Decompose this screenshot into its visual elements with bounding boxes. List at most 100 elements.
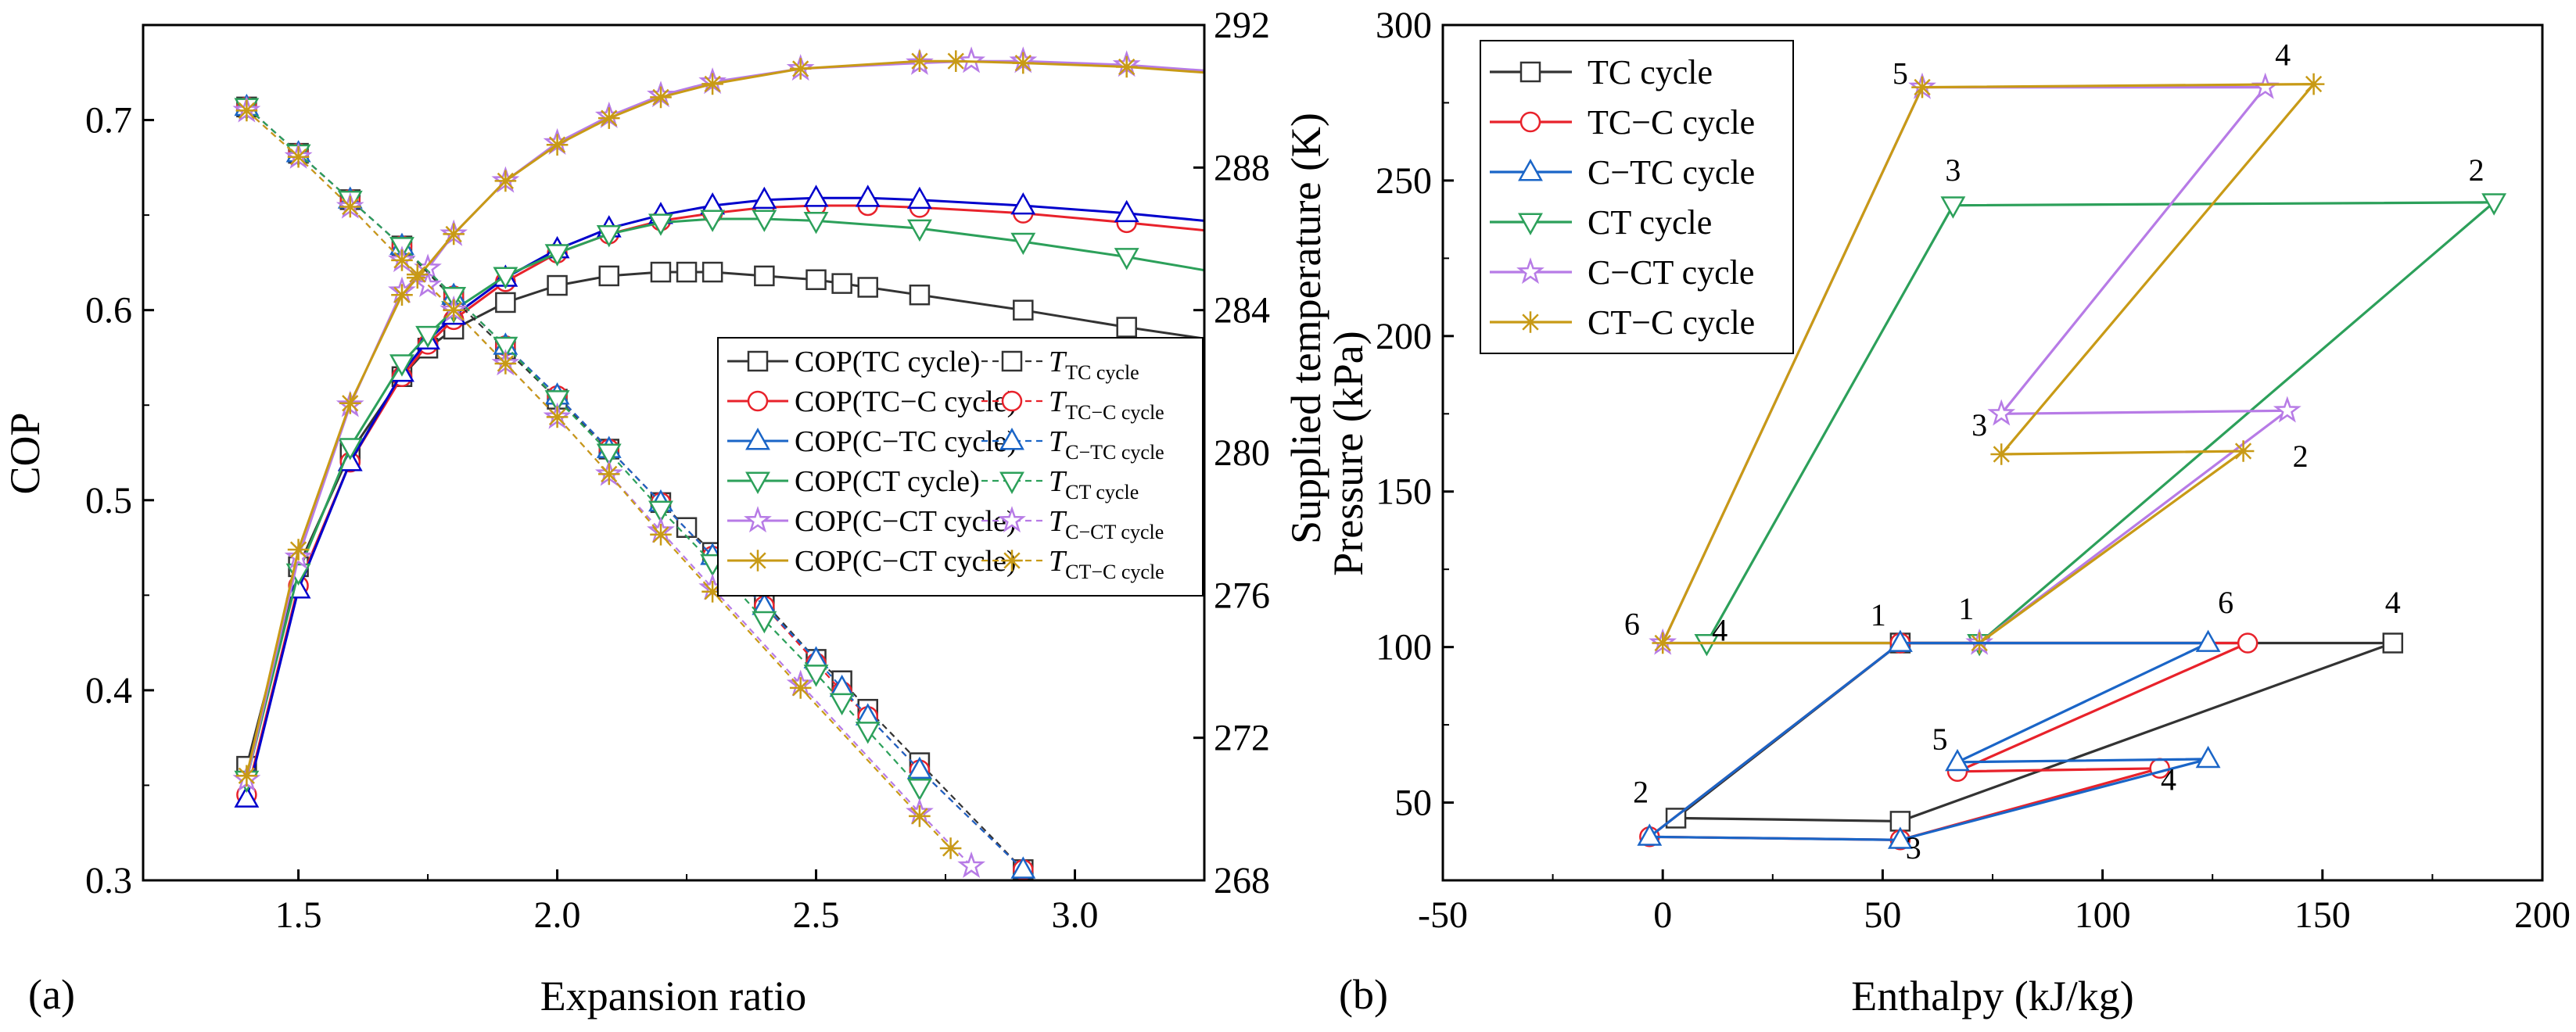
legend-label: TCT cycle (1049, 465, 1139, 503)
legend-marker (1001, 350, 1023, 372)
legend-entry: COP(TC cycle) (727, 346, 980, 378)
legend-marker (1519, 61, 1541, 83)
data-point (1116, 317, 1137, 338)
data-point (805, 269, 827, 291)
legend-marker (747, 550, 769, 572)
panel-a: 1.5 2.0 2.5 3.0 0.3 0.4 0.5 0.6 0.7 268 272 276 28… (2, 5, 1329, 1019)
legend-marker (1519, 111, 1541, 133)
cycle-CT (1694, 193, 2507, 657)
panel-a-y2-label: Supplied temperature (K) (1283, 113, 1329, 544)
legend-label: TC cycle (1588, 53, 1713, 91)
state-point (1940, 196, 1966, 219)
panel-b-series (1637, 72, 2507, 851)
state-label: 5 (1893, 56, 1908, 91)
data-point (339, 195, 361, 218)
legend-label: COP(TC cycle) (795, 346, 980, 378)
data-point (754, 265, 775, 287)
state-point (2273, 396, 2302, 423)
data-point (1010, 232, 1036, 256)
panel-b: -50 0 50 100 150 200 50 100 150 200 250 300 1 2 3 4 5 6… (1325, 5, 2571, 1019)
data-point (650, 261, 672, 283)
data-point (495, 292, 516, 314)
state-point (1887, 629, 1913, 652)
legend-entry: TCT cycle (981, 465, 1139, 503)
state-label: 2 (1633, 775, 1649, 810)
y2-tick-label: 268 (1214, 860, 1270, 901)
legend-marker (745, 428, 770, 450)
state-label: 4 (2275, 38, 2291, 73)
legend-entry: CT−C cycle (1490, 303, 1755, 342)
data-point (494, 170, 517, 192)
legend-label: COP(C−CT cycle) (795, 505, 1017, 538)
legend-marker (998, 506, 1026, 533)
y-tick-label: 300 (1376, 5, 1432, 46)
legend-entry: COP(C−TC cycle) (727, 425, 1017, 458)
x-tick-label: 100 (2075, 894, 2131, 936)
panel-a-tag: (a) (28, 971, 75, 1018)
data-point (803, 185, 829, 207)
data-point (407, 263, 429, 285)
data-point (789, 58, 812, 80)
legend-entry: TTC cycle (981, 346, 1139, 384)
state-label: 6 (2218, 585, 2233, 620)
legend-marker (999, 471, 1024, 494)
state-point (1637, 823, 1663, 846)
legend-marker (999, 428, 1024, 450)
data-point (1010, 856, 1036, 879)
data-point (676, 517, 698, 538)
data-point (547, 274, 568, 296)
data-point (1114, 199, 1139, 223)
data-point (789, 677, 812, 699)
legend-label: COP(C−TC cycle) (795, 425, 1017, 458)
y-tick-label: 50 (1394, 783, 1432, 824)
state-point (1887, 826, 1913, 849)
data-point (650, 86, 672, 109)
state-point (2481, 193, 2507, 216)
cycle-TC-C (1639, 632, 2258, 851)
legend-label: COP(CT cycle) (795, 465, 980, 498)
data-point (1013, 299, 1034, 321)
data-point (598, 265, 620, 287)
state-point (1945, 748, 1970, 772)
legend-label: TC−CT cycle (1049, 505, 1164, 543)
y-tick-label: 200 (1376, 316, 1432, 357)
data-point (544, 390, 570, 413)
state-point (2195, 745, 2221, 769)
data-point (855, 722, 881, 744)
data-point (415, 325, 441, 349)
x-tick-label: 1.5 (275, 894, 322, 936)
legend-label: COP(TC−C cycle) (795, 385, 1017, 418)
legend-entry: COP(TC−C cycle) (727, 385, 1017, 418)
legend-entry: TC−TC cycle (981, 425, 1164, 464)
data-point (648, 500, 673, 523)
state-label: 3 (1945, 152, 1961, 188)
state-label: 3 (1971, 407, 1987, 443)
data-point (752, 210, 777, 232)
data-point (287, 539, 310, 561)
state-point (1911, 76, 1933, 99)
legend-label: TC−TC cycle (1049, 425, 1164, 464)
data-point (939, 837, 962, 859)
legend-marker (1001, 550, 1023, 572)
data-point (391, 284, 413, 306)
data-point (1114, 248, 1139, 271)
data-point (701, 73, 723, 95)
state-point (2251, 72, 2280, 99)
y-tick-label: 0.6 (85, 290, 132, 331)
data-point (906, 779, 932, 801)
x-tick-label: -50 (1418, 894, 1468, 936)
state-label: 2 (2293, 439, 2309, 474)
panel-a-y-ticks: 0.3 0.4 0.5 0.6 0.7 (85, 24, 154, 901)
panel-b-legend: TC cycle TC−C cycle C−TC cycle CT cycle C−CT… (1480, 40, 1794, 354)
state-label: 4 (2385, 585, 2401, 620)
data-point (701, 261, 723, 283)
series-line (245, 196, 1204, 799)
state-point (1694, 634, 1720, 657)
panel-b-y-ticks: 50 100 150 200 250 300 (1376, 5, 1454, 824)
cycle-path (1704, 201, 2498, 645)
legend-entry: C−TC cycle (1490, 153, 1755, 192)
legend-marker (1516, 257, 1545, 285)
legend-marker (747, 390, 769, 412)
data-point (803, 211, 829, 235)
data-point (546, 134, 569, 156)
